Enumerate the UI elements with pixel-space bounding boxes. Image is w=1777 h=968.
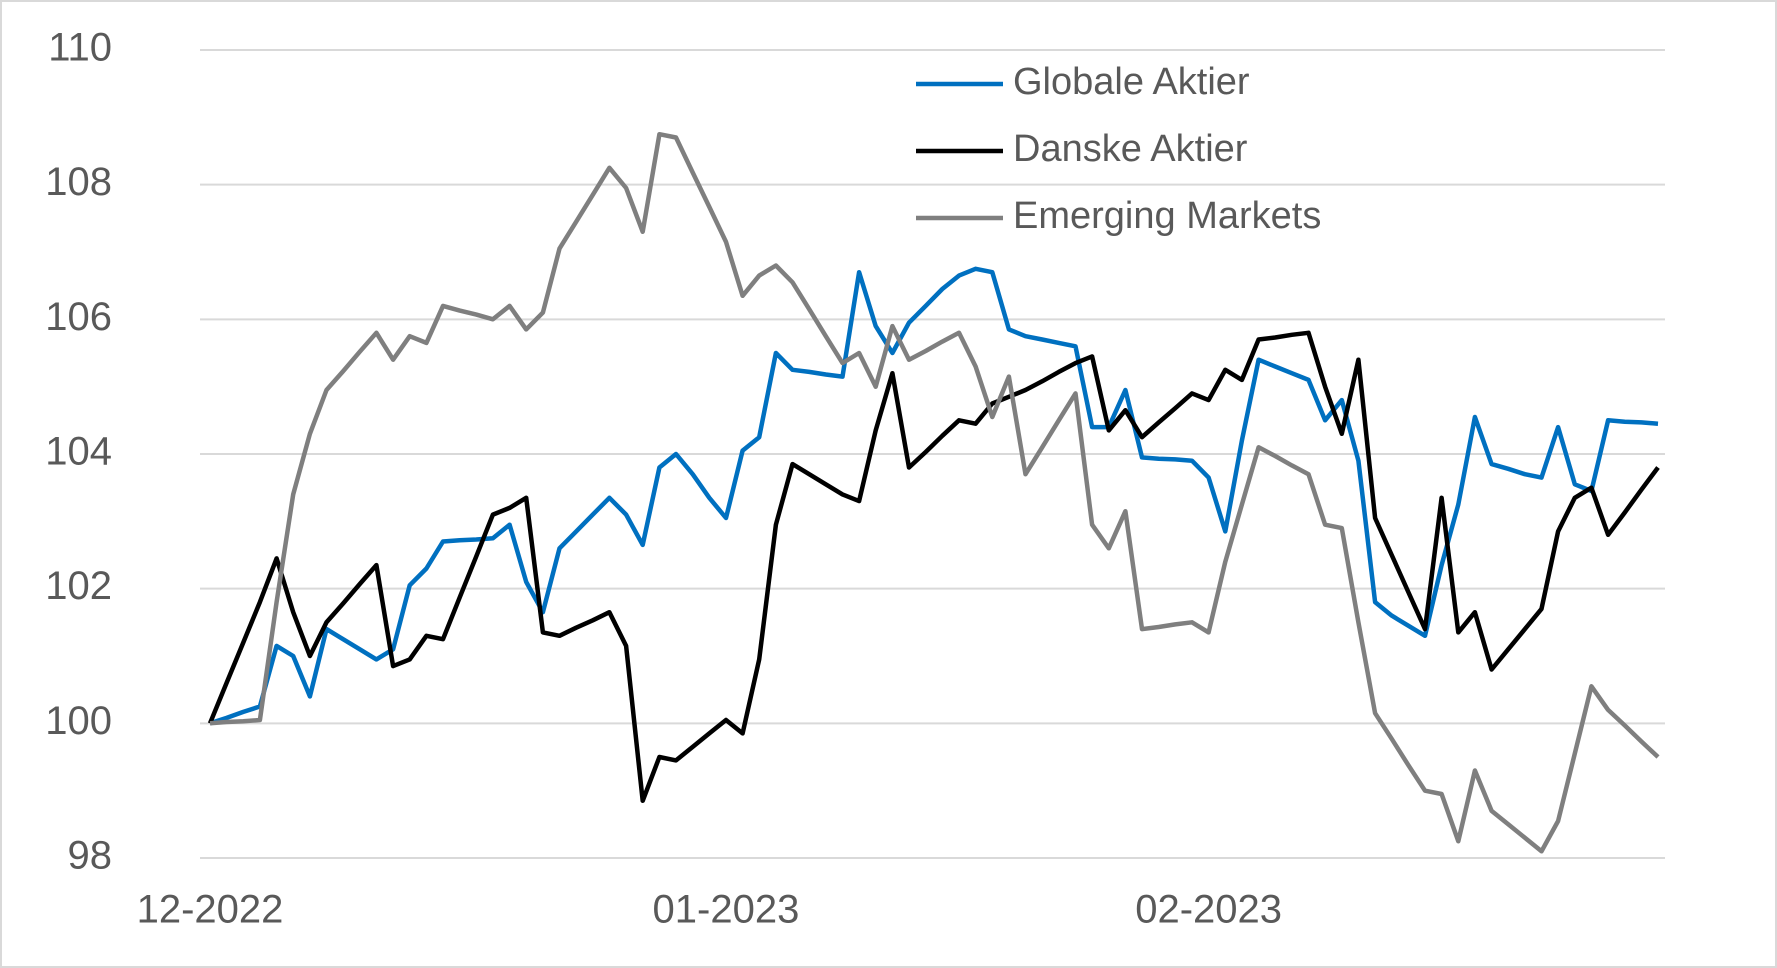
legend-label: Globale Aktier [1013, 61, 1250, 103]
plot-lines [207, 131, 1660, 854]
data-line [209, 131, 1660, 854]
y-tick-label: 108 [45, 160, 112, 204]
data-line [209, 266, 1659, 726]
y-tick-label: 100 [45, 699, 112, 743]
y-tick-label: 102 [45, 564, 112, 608]
y-tick-label: 98 [68, 834, 113, 878]
x-tick-label: 01-2023 [653, 888, 800, 932]
grid: 98 100 102 104 106 108 110 12-2022 01-2023 02-202… [45, 26, 1665, 932]
data-line [207, 330, 1660, 804]
y-tick-label: 110 [48, 26, 112, 70]
legend-label: Emerging Markets [1013, 195, 1321, 237]
x-tick-label: 12-2022 [137, 888, 284, 932]
legend-label: Danske Aktier [1013, 128, 1248, 170]
y-tick-label: 106 [45, 295, 112, 339]
legend: Globale Aktier Danske Aktier Emerging Mark… [916, 61, 1321, 237]
y-tick-label: 104 [45, 430, 112, 474]
x-tick-label: 02-2023 [1135, 888, 1282, 932]
